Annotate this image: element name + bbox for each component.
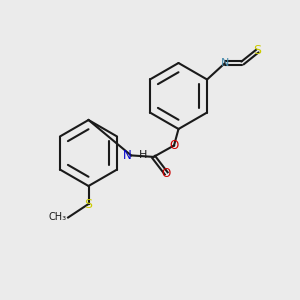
Text: O: O bbox=[169, 139, 178, 152]
Text: H: H bbox=[139, 150, 147, 161]
Text: N: N bbox=[221, 58, 229, 68]
Text: N: N bbox=[123, 149, 132, 162]
Text: CH₃: CH₃ bbox=[49, 212, 67, 223]
Text: S: S bbox=[85, 197, 92, 211]
Text: S: S bbox=[254, 44, 262, 58]
Text: O: O bbox=[162, 167, 171, 180]
